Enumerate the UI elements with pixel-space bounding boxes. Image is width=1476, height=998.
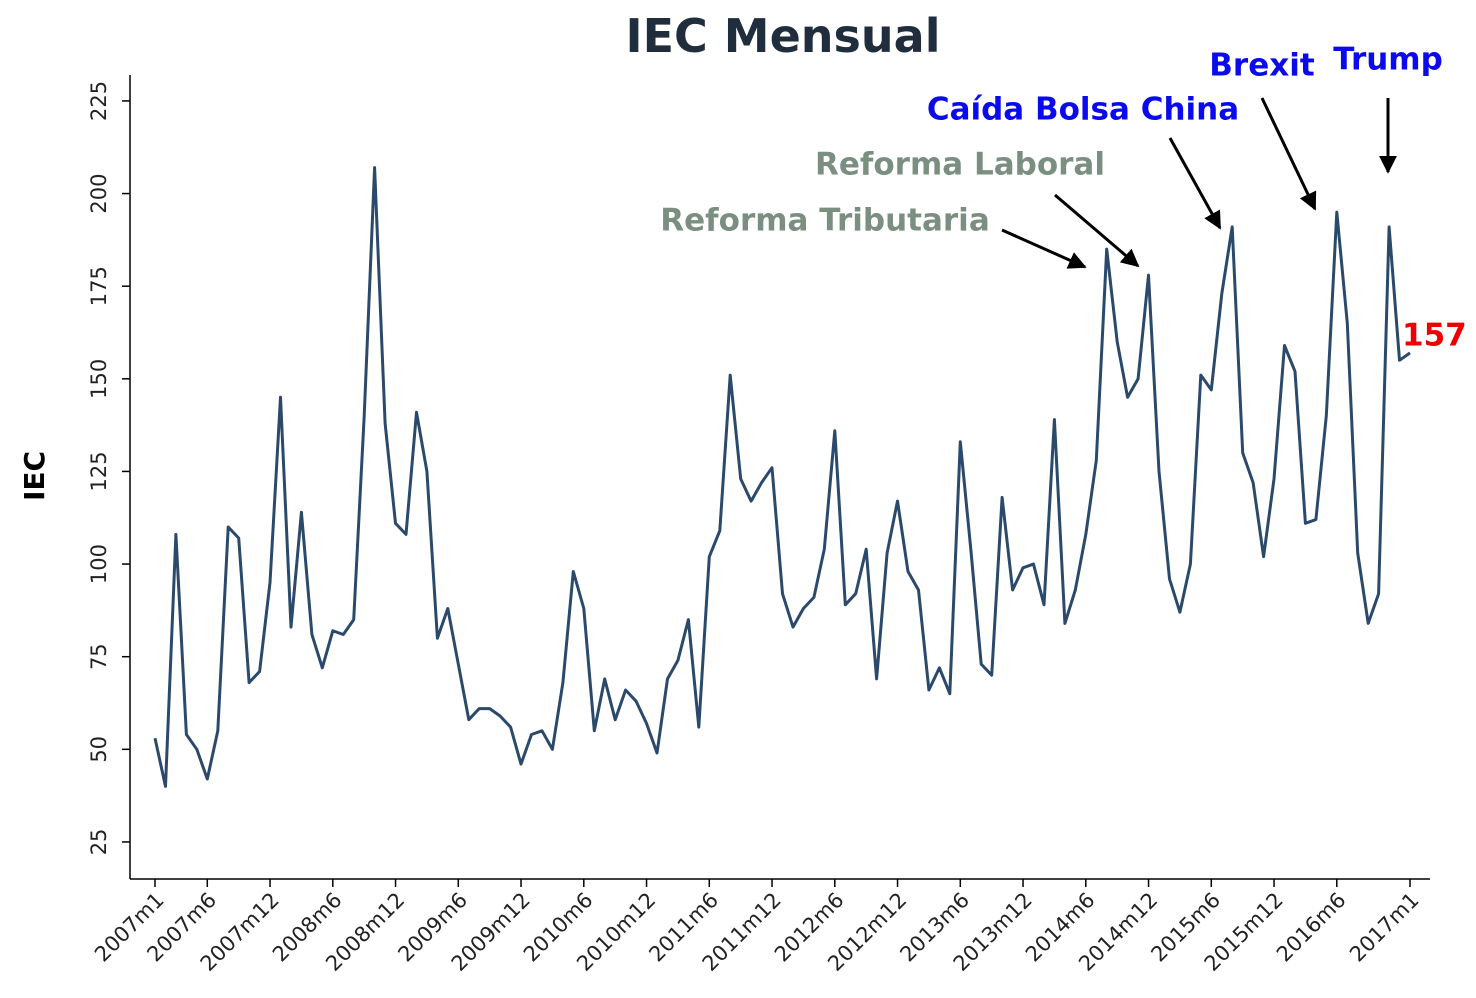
y-axis-label: IEC [18,451,51,501]
y-tick-label: 25 [87,829,111,856]
annotation-arrow [1054,193,1140,268]
data-line [153,166,1411,788]
annotation: Reforma Tributaria [660,203,989,239]
y-tick-label: 75 [87,643,111,670]
annotation-arrow [1168,137,1222,230]
annotation: Brexit [1209,48,1315,84]
x-tick-label: 2017m1 [1345,888,1424,967]
y-tick-label: 125 [87,451,111,491]
chart-title: IEC Mensual [626,9,941,63]
annotation-arrow [1260,97,1317,211]
annotation: Caída Bolsa China [927,92,1239,128]
y-tick-label: 200 [87,174,111,214]
x-tick-label: 2016m6 [1272,888,1351,967]
y-tick-label: 225 [87,81,111,121]
annotation: 157 [1402,318,1467,354]
annotation: Reforma Laboral [815,147,1105,183]
y-tick-label: 175 [87,266,111,306]
annotation: Trump [1333,42,1443,78]
annotation-arrow [1001,228,1087,269]
y-tick-label: 150 [87,359,111,399]
y-tick-label: 100 [87,544,111,584]
y-tick-label: 50 [87,736,111,763]
